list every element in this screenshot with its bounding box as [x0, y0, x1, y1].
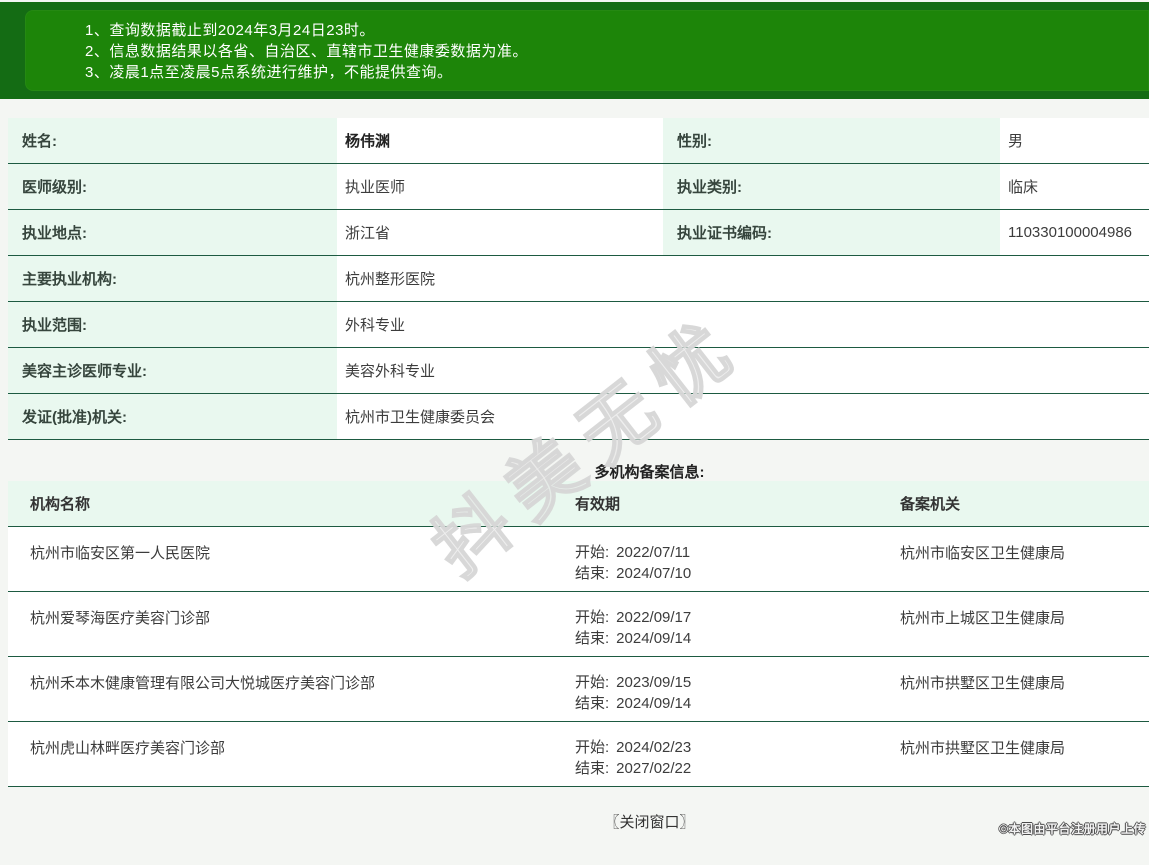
header-filing-authority: 备案机关: [900, 496, 961, 513]
validity-period: 开始: 2022/07/11 结束: 2024/07/10: [553, 527, 878, 591]
info-row-main-institution: 主要执业机构: 杭州整形医院: [8, 256, 1149, 302]
doctor-level-value: 执业医师: [337, 164, 663, 209]
practice-category-label: 执业类别:: [663, 164, 1000, 209]
info-row-issuing-authority: 发证(批准)机关: 杭州市卫生健康委员会: [8, 394, 1149, 440]
notice-line-1: 1、查询数据截止到2024年3月24日23时。: [85, 22, 375, 39]
header-institution-name: 机构名称: [30, 496, 91, 513]
end-label: 结束:: [575, 695, 610, 712]
institution-name: 杭州禾本木健康管理有限公司大悦城医疗美容门诊部: [30, 675, 376, 692]
record-row-1: 杭州市临安区第一人民医院 开始: 2022/07/11 结束: 2024/07/10…: [8, 527, 1149, 592]
practice-scope-value: 外科专业: [337, 302, 1149, 347]
close-window-link[interactable]: 〖关闭窗口〗: [604, 814, 695, 831]
footer: 〖关闭窗口〗 ©本图由平台注册用户上传: [0, 787, 1149, 839]
notice-box: 1、查询数据截止到2024年3月24日23时。 2、信息数据结果以各省、自治区、…: [25, 10, 1149, 91]
record-row-2: 杭州爱琴海医疗美容门诊部 开始: 2022/09/17 结束: 2024/09/14…: [8, 592, 1149, 657]
practice-category-value: 临床: [1000, 164, 1149, 209]
end-label: 结束:: [575, 565, 610, 582]
info-row-name-gender: 姓名: 杨伟渊 性别: 男: [8, 118, 1149, 164]
institution-name: 杭州爱琴海医疗美容门诊部: [30, 610, 211, 627]
record-row-3: 杭州禾本木健康管理有限公司大悦城医疗美容门诊部 开始: 2023/09/15 结束…: [8, 657, 1149, 722]
cosmetic-specialty-value: 美容外科专业: [337, 348, 1149, 393]
info-row-location-license: 执业地点: 浙江省 执业证书编码: 110330100004986: [8, 210, 1149, 256]
license-number-value: 110330100004986: [1000, 210, 1149, 255]
info-row-cosmetic-specialty: 美容主诊医师专业: 美容外科专业: [8, 348, 1149, 394]
header-validity-period: 有效期: [575, 496, 621, 513]
end-date: 2027/02/22: [616, 760, 692, 777]
start-label: 开始:: [575, 739, 610, 756]
issuing-authority-value: 杭州市卫生健康委员会: [337, 394, 1149, 439]
practice-location-label: 执业地点:: [8, 210, 337, 255]
start-date: 2023/09/15: [616, 674, 692, 691]
multi-institution-section-title: 多机构备案信息:: [594, 464, 705, 481]
main-institution-value: 杭州整形医院: [337, 256, 1149, 301]
start-date: 2022/09/17: [616, 609, 692, 626]
gender-value: 男: [1000, 118, 1149, 163]
practice-scope-label: 执业范围:: [8, 302, 337, 347]
end-date: 2024/07/10: [616, 565, 692, 582]
validity-period: 开始: 2023/09/15 结束: 2024/09/14: [553, 657, 878, 721]
filing-authority: 杭州市临安区卫生健康局: [900, 545, 1066, 562]
notice-line-2: 2、信息数据结果以各省、自治区、直辖市卫生健康委数据为准。: [85, 43, 528, 60]
record-row-4: 杭州虎山林畔医疗美容门诊部 开始: 2024/02/23 结束: 2027/02/2…: [8, 722, 1149, 787]
cosmetic-specialty-label: 美容主诊医师专业:: [8, 348, 337, 393]
main-institution-label: 主要执业机构:: [8, 256, 337, 301]
practitioner-info-table: 姓名: 杨伟渊 性别: 男 医师级别: 执业医师 执业类别: 临床 执业地点: …: [8, 118, 1149, 440]
institution-name: 杭州市临安区第一人民医院: [30, 545, 211, 562]
issuing-authority-label: 发证(批准)机关:: [8, 394, 337, 439]
end-date: 2024/09/14: [616, 695, 692, 712]
notice-line-3: 3、凌晨1点至凌晨5点系统进行维护，不能提供查询。: [85, 64, 453, 81]
credit-watermark: ©本图由平台注册用户上传: [999, 822, 1146, 836]
records-table: 机构名称 有效期 备案机关 杭州市临安区第一人民医院 开始: 2022/07/11…: [8, 481, 1149, 787]
doctor-level-label: 医师级别:: [8, 164, 337, 209]
start-label: 开始:: [575, 609, 610, 626]
validity-period: 开始: 2024/02/23 结束: 2027/02/22: [553, 722, 878, 786]
end-label: 结束:: [575, 630, 610, 647]
start-label: 开始:: [575, 544, 610, 561]
start-label: 开始:: [575, 674, 610, 691]
end-date: 2024/09/14: [616, 630, 692, 647]
filing-authority: 杭州市上城区卫生健康局: [900, 610, 1066, 627]
info-row-practice-scope: 执业范围: 外科专业: [8, 302, 1149, 348]
notice-banner: 1、查询数据截止到2024年3月24日23时。 2、信息数据结果以各省、自治区、…: [0, 2, 1149, 99]
practice-location-value: 浙江省: [337, 210, 663, 255]
validity-period: 开始: 2022/09/17 结束: 2024/09/14: [553, 592, 878, 656]
name-value: 杨伟渊: [337, 118, 663, 163]
institution-name: 杭州虎山林畔医疗美容门诊部: [30, 740, 226, 757]
end-label: 结束:: [575, 760, 610, 777]
records-header-row: 机构名称 有效期 备案机关: [8, 481, 1149, 527]
filing-authority: 杭州市拱墅区卫生健康局: [900, 675, 1066, 692]
filing-authority: 杭州市拱墅区卫生健康局: [900, 740, 1066, 757]
info-row-level-category: 医师级别: 执业医师 执业类别: 临床: [8, 164, 1149, 210]
gender-label: 性别:: [663, 118, 1000, 163]
license-number-label: 执业证书编码:: [663, 210, 1000, 255]
start-date: 2024/02/23: [616, 739, 692, 756]
start-date: 2022/07/11: [616, 544, 691, 561]
name-label: 姓名:: [8, 118, 337, 163]
